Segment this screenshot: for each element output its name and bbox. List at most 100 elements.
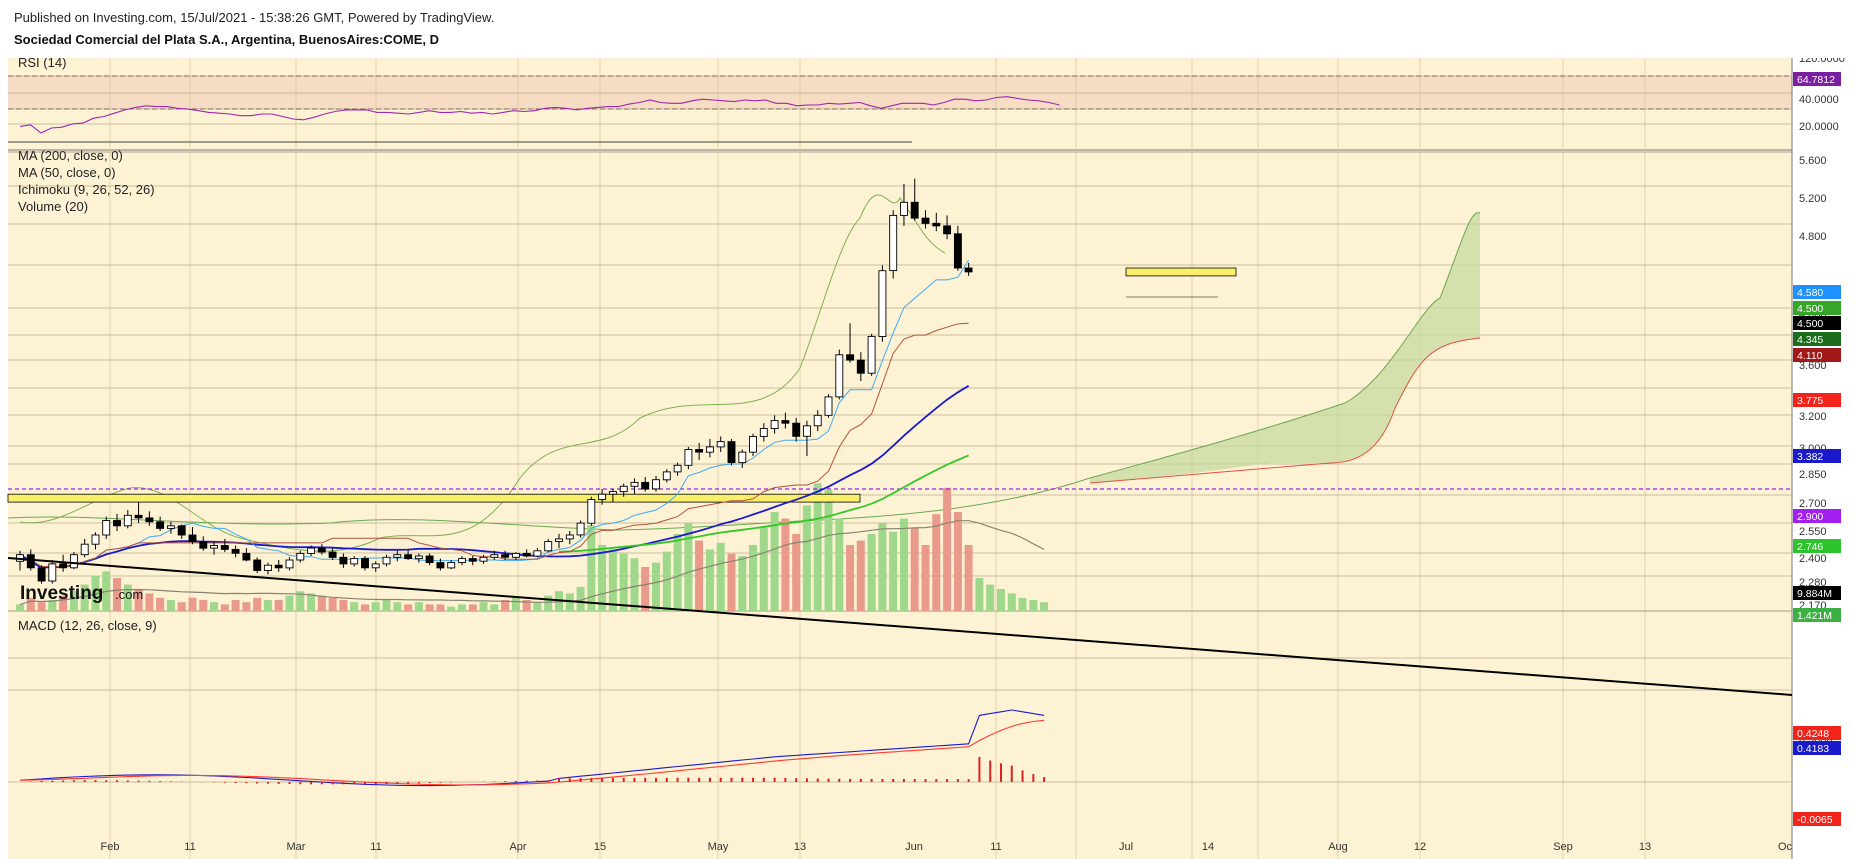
volume-bar bbox=[26, 597, 35, 611]
volume-bar bbox=[425, 604, 434, 611]
price-label-badge: 3.382 bbox=[1797, 451, 1823, 463]
volume-bar bbox=[1040, 602, 1049, 611]
volume-bar bbox=[156, 597, 165, 611]
volume-bar bbox=[910, 527, 919, 611]
candle-body bbox=[802, 425, 811, 437]
candle-body bbox=[824, 396, 833, 416]
volume-bar bbox=[80, 584, 89, 611]
volume-last-badge-bg bbox=[1793, 586, 1841, 600]
time-tick: Sep bbox=[1553, 841, 1573, 853]
volume-bar bbox=[695, 540, 704, 611]
volume-bar bbox=[253, 597, 262, 611]
candle-body bbox=[652, 479, 660, 490]
time-tick: 15 bbox=[594, 841, 606, 853]
senkou-a-future bbox=[1089, 212, 1481, 479]
macd-series bbox=[8, 709, 1792, 787]
candle-body bbox=[393, 554, 402, 558]
candle-body bbox=[749, 435, 757, 453]
volume-bar bbox=[69, 591, 78, 611]
candle-body bbox=[932, 222, 941, 227]
candle-body bbox=[781, 420, 790, 424]
volume-bar bbox=[889, 531, 898, 611]
volume-bar bbox=[404, 604, 413, 611]
volume-bar bbox=[490, 604, 499, 611]
candle-body bbox=[404, 554, 413, 560]
volume-bar bbox=[824, 490, 833, 611]
volume-bar bbox=[16, 604, 24, 611]
time-tick: Apr bbox=[509, 841, 526, 853]
signal-last-badge: 0.4248 bbox=[1797, 728, 1829, 740]
candle-body bbox=[964, 267, 973, 273]
candle-body bbox=[921, 217, 930, 224]
candle-body bbox=[263, 564, 272, 571]
kumo-future bbox=[1090, 212, 1480, 483]
rsi-series bbox=[19, 96, 1060, 134]
candle-body bbox=[102, 520, 111, 536]
volume-bar bbox=[738, 556, 747, 611]
volume-bar bbox=[447, 606, 456, 611]
candle-body bbox=[716, 441, 725, 448]
candle-body bbox=[447, 562, 456, 569]
volume-bar bbox=[943, 487, 952, 611]
time-tick: Aug bbox=[1328, 841, 1348, 853]
candle-body bbox=[80, 543, 89, 556]
price-chart[interactable]: RSI (14) MA (200, close, 0) MA (50, clos… bbox=[0, 58, 1855, 859]
investing-watermark-suffix: .com bbox=[115, 587, 143, 602]
volume-bar bbox=[533, 602, 542, 611]
price-label-badge-bg bbox=[1793, 301, 1841, 315]
volume-bar bbox=[123, 584, 132, 611]
volume-bar bbox=[770, 512, 779, 611]
time-tick: 12 bbox=[1414, 841, 1426, 853]
price-tick: 5.200 bbox=[1799, 193, 1827, 205]
volume-bar bbox=[813, 483, 822, 611]
support-zone bbox=[1125, 267, 1237, 277]
volume-bar bbox=[371, 602, 380, 611]
candle-body bbox=[26, 554, 35, 569]
published-note: Published on Investing.com, 15/Jul/2021 … bbox=[14, 10, 495, 25]
volume-bar bbox=[975, 578, 984, 611]
candle-body bbox=[846, 354, 855, 361]
candle-body bbox=[307, 547, 316, 554]
rsi-last-badge: 64.7812 bbox=[1797, 74, 1835, 86]
volume-bar bbox=[953, 512, 962, 611]
volume-bar bbox=[48, 600, 57, 611]
price-label-badge: 4.580 bbox=[1797, 287, 1823, 299]
volume-bar bbox=[242, 602, 251, 611]
volume-bar bbox=[641, 567, 650, 611]
volume-last-badge: 9.884M bbox=[1797, 588, 1832, 600]
candle-body bbox=[727, 441, 736, 464]
chart-background bbox=[8, 58, 1792, 859]
candle-body bbox=[835, 354, 844, 398]
volume-label: Volume (20) bbox=[18, 199, 88, 214]
descending-trendline bbox=[7, 557, 1793, 696]
volume-bar bbox=[544, 595, 553, 611]
volume-bar bbox=[177, 602, 186, 611]
candle-body bbox=[134, 514, 143, 519]
candle-body bbox=[630, 481, 639, 487]
trendline bbox=[7, 296, 1793, 696]
volume-bar bbox=[285, 595, 294, 611]
candle-body bbox=[813, 414, 822, 427]
candle-body bbox=[382, 556, 391, 565]
volume-bar bbox=[199, 600, 208, 611]
volume-bar bbox=[587, 525, 596, 611]
candle-body bbox=[156, 521, 165, 529]
candle-body bbox=[328, 551, 337, 558]
candle-body bbox=[705, 446, 714, 453]
volume-bar bbox=[296, 591, 305, 611]
volume-bar bbox=[792, 534, 801, 611]
volume-bar bbox=[878, 523, 887, 611]
volume-bar bbox=[263, 600, 272, 611]
volume-bar bbox=[1029, 600, 1038, 611]
volume-bar bbox=[328, 597, 337, 611]
candle-body bbox=[490, 554, 499, 558]
support-zone bbox=[7, 493, 861, 503]
volume-bar bbox=[846, 545, 855, 611]
volume-bar bbox=[220, 604, 229, 611]
candle-body bbox=[856, 359, 865, 374]
volume-bar bbox=[458, 604, 466, 611]
candle-body bbox=[188, 534, 197, 543]
candle-body bbox=[210, 545, 218, 549]
volume-bar bbox=[867, 534, 876, 611]
macd-label: MACD (12, 26, close, 9) bbox=[18, 618, 157, 633]
